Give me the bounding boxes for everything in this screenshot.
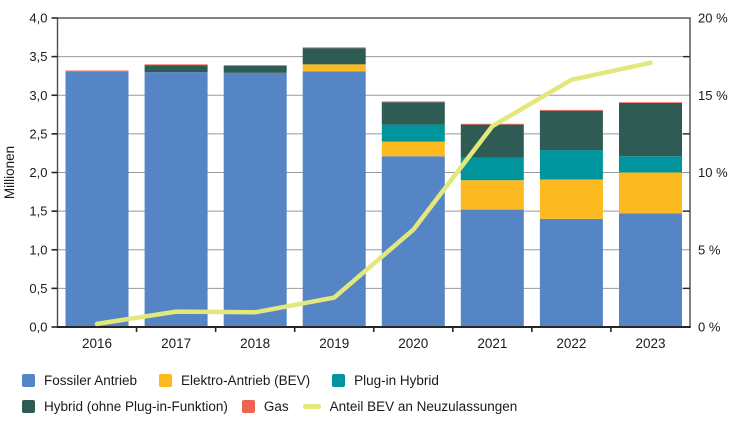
- bar-segment: [144, 72, 208, 327]
- left-tick-label: 3,0: [29, 88, 47, 103]
- legend-item: Elektro-Antrieb (BEV): [159, 372, 310, 389]
- bar-group: [381, 101, 445, 327]
- bar-segment: [223, 65, 287, 73]
- legend-label: Gas: [263, 399, 289, 414]
- right-tick-label: 10 %: [698, 165, 728, 180]
- bar-segment: [460, 180, 524, 210]
- bar-segment: [223, 72, 287, 327]
- bar-segment: [65, 70, 129, 72]
- legend-item: Plug-in Hybrid: [332, 372, 439, 389]
- left-tick-label: 0,0: [29, 320, 47, 335]
- bar-segment: [144, 65, 208, 73]
- x-axis-labels: 2016 2017 2018 2019 2020 2021 2022 2023: [82, 336, 665, 351]
- bar-segment: [539, 150, 603, 180]
- legend-line-swatch-icon: [302, 404, 321, 409]
- bar-segment: [619, 156, 682, 173]
- bar-segment: [539, 218, 603, 327]
- legend-label: Elektro-Antrieb (BEV): [181, 373, 311, 388]
- left-axis: 0,0 0,5 1,0 1,5 2,0 2,5 3,0 3,5 4,0 Millionen: [2, 11, 58, 335]
- left-axis-title: Millionen: [2, 146, 17, 199]
- left-tick-label: 1,5: [29, 204, 47, 219]
- x-axis-ticks: [135, 327, 612, 332]
- bar-group: [302, 47, 366, 327]
- right-tick-label: 20 %: [698, 11, 728, 26]
- x-tick-label: 2016: [82, 336, 112, 351]
- legend-square-swatch-icon: [159, 374, 173, 387]
- left-tick-label: 1,0: [29, 242, 47, 257]
- chart-svg: 0,0 0,5 1,0 1,5 2,0 2,5 3,0 3,5 4,0 Millionen 0 % 5…: [2, 11, 728, 352]
- legend-square-swatch-icon: [22, 400, 35, 413]
- legend-label: Anteil BEV an Neuzulassungen: [329, 399, 518, 414]
- bar-segment: [381, 141, 445, 157]
- legend-item: Fossiler Antrieb: [22, 372, 137, 389]
- bar-group: [460, 123, 524, 327]
- x-tick-label: 2017: [161, 336, 191, 351]
- bar-segment: [619, 213, 682, 327]
- legend-item: Gas: [241, 398, 289, 415]
- legend-square-swatch-icon: [332, 374, 346, 387]
- x-tick-label: 2022: [556, 336, 586, 351]
- bar-group: [539, 109, 603, 327]
- right-axis: 0 % 5 % 10 % 15 % 20 %: [683, 11, 728, 335]
- left-tick-label: 2,5: [29, 126, 47, 141]
- bar-segment: [223, 65, 287, 66]
- bev-share-line: [94, 60, 653, 327]
- bar-segment: [381, 156, 445, 327]
- x-tick-label: 2020: [398, 336, 428, 351]
- bar-segment: [381, 102, 445, 125]
- bar-segment: [302, 48, 366, 65]
- bar-group: [65, 70, 129, 327]
- bar-segment: [381, 101, 445, 103]
- left-tick-label: 0,5: [29, 281, 47, 296]
- bar-segment: [539, 179, 603, 219]
- bar-segment: [539, 109, 603, 111]
- x-tick-label: 2021: [477, 336, 507, 351]
- bar-segment: [619, 102, 682, 157]
- right-tick-label: 5 %: [698, 242, 721, 257]
- chart-legend: Fossiler Antrieb Elektro-Antrieb (BEV) Plu…: [22, 372, 722, 415]
- x-tick-label: 2023: [635, 336, 665, 351]
- legend-item: Hybrid (ohne Plug-in-Funktion): [22, 398, 228, 415]
- right-tick-label: 0 %: [698, 320, 721, 335]
- bar-segment: [302, 71, 366, 327]
- legend-square-swatch-icon: [241, 400, 255, 413]
- legend-label: Plug-in Hybrid: [354, 373, 439, 388]
- bar-group: [144, 64, 208, 327]
- legend-row: Fossiler Antrieb Elektro-Antrieb (BEV) Plu…: [22, 372, 722, 389]
- left-tick-label: 4,0: [29, 11, 47, 26]
- left-tick-label: 3,5: [29, 49, 47, 64]
- bar-segment: [539, 110, 603, 151]
- x-tick-label: 2018: [240, 336, 270, 351]
- left-tick-label: 2,0: [29, 165, 47, 180]
- bar-segment: [144, 64, 208, 66]
- bar-segment: [619, 172, 682, 214]
- bar-segment: [460, 157, 524, 181]
- legend-label: Fossiler Antrieb: [44, 373, 138, 388]
- legend-label: Hybrid (ohne Plug-in-Funktion): [44, 399, 228, 414]
- legend-row: Hybrid (ohne Plug-in-Funktion) Gas Anteil …: [22, 398, 722, 415]
- bar-segment: [302, 47, 366, 49]
- stacked-bar-chart: 0,0 0,5 1,0 1,5 2,0 2,5 3,0 3,5 4,0 Millionen 0 % 5…: [2, 11, 728, 352]
- bar-segment: [65, 71, 129, 327]
- bars-group: [65, 47, 682, 327]
- bar-segment: [302, 64, 366, 72]
- legend-item: Anteil BEV an Neuzulassungen: [302, 398, 518, 415]
- bar-group: [223, 65, 287, 327]
- bar-group: [619, 102, 682, 327]
- bar-segment: [381, 124, 445, 142]
- legend-square-swatch-icon: [22, 374, 35, 387]
- bar-segment: [619, 102, 682, 103]
- right-tick-label: 15 %: [698, 88, 728, 103]
- bar-segment: [460, 209, 524, 327]
- x-tick-label: 2019: [319, 336, 349, 351]
